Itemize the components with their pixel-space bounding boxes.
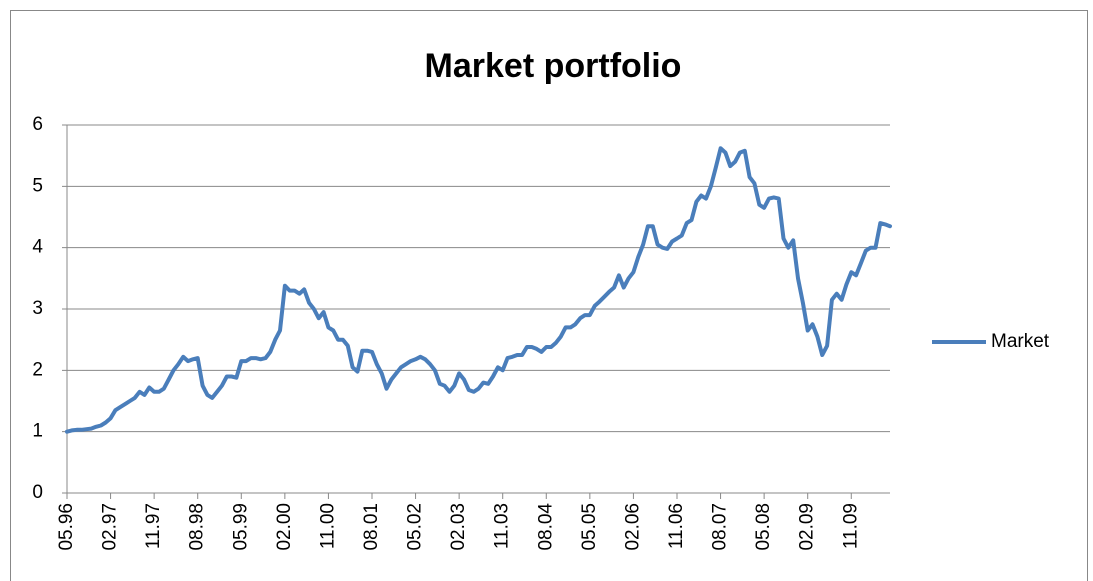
chart-border [10, 10, 1088, 581]
x-tick-label: 02.97 [100, 503, 121, 551]
x-tick-label: 05.99 [230, 503, 251, 551]
x-tick-label: 05.05 [579, 503, 600, 551]
x-tick-label: 08.98 [187, 503, 208, 551]
y-tick-label: 0 [32, 482, 43, 503]
series-line [65, 146, 892, 434]
x-tick-label: 11.06 [666, 503, 687, 549]
x-tick-label: 02.03 [448, 503, 469, 551]
x-tick-label: 08.01 [361, 503, 382, 551]
x-tick-label: 05.08 [753, 503, 774, 551]
x-tick-label: 02.06 [622, 503, 643, 551]
y-tick-label: 5 [32, 175, 43, 196]
y-tick-label: 6 [32, 114, 43, 135]
x-tick-label: 11.09 [840, 503, 861, 549]
x-tick-label: 11.97 [143, 503, 164, 549]
x-tick-label: 08.04 [535, 503, 556, 551]
y-tick-label: 3 [32, 298, 43, 319]
x-tick-label: 05.96 [56, 503, 77, 551]
legend-label: Market [991, 331, 1050, 352]
x-tick-label: 02.09 [797, 503, 818, 551]
y-tick-label: 4 [32, 237, 43, 258]
x-tick-label: 11.03 [492, 503, 513, 549]
y-tick-label: 1 [32, 421, 43, 442]
x-tick-label: 11.00 [317, 503, 338, 549]
x-tick-label: 02.00 [274, 503, 295, 551]
y-tick-label: 2 [32, 359, 43, 380]
x-tick-label: 08.07 [710, 503, 731, 551]
chart-title: Market portfolio [425, 47, 682, 85]
x-tick-label: 05.02 [405, 503, 426, 551]
